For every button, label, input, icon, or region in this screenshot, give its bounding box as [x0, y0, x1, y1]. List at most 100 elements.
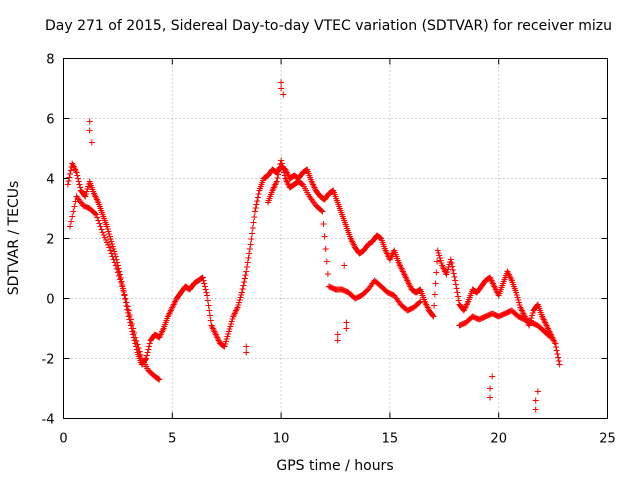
- data-point: [416, 299, 423, 306]
- data-point: [133, 338, 140, 344]
- data-point: [118, 280, 125, 286]
- data-point: [274, 175, 281, 181]
- data-point: [137, 352, 144, 358]
- x-tick-label: 10: [273, 432, 290, 447]
- data-point: [249, 230, 256, 237]
- data-point: [278, 160, 285, 167]
- data-point: [124, 303, 131, 310]
- data-point: [202, 286, 209, 293]
- data-point: [252, 205, 259, 211]
- data-point: [127, 316, 134, 323]
- data-point: [429, 312, 436, 319]
- data-point: [67, 223, 74, 230]
- data-point: [201, 280, 208, 287]
- data-point: [320, 221, 327, 227]
- data-point: [239, 286, 246, 292]
- data-point: [73, 169, 80, 176]
- data-point: [244, 264, 251, 270]
- data-point: [254, 194, 261, 201]
- x-tick-label: 20: [490, 432, 507, 447]
- data-point: [113, 266, 120, 272]
- data-point: [455, 297, 462, 304]
- data-point: [241, 279, 248, 285]
- data-point: [334, 337, 341, 344]
- data-point: [205, 302, 212, 309]
- data-point: [532, 397, 539, 404]
- data-point: [132, 334, 139, 341]
- data-point: [275, 171, 282, 178]
- data-point: [204, 292, 211, 299]
- data-point: [450, 270, 457, 277]
- data-point: [276, 164, 283, 171]
- data-point: [486, 394, 493, 401]
- data-point: [455, 293, 462, 300]
- data-point: [109, 253, 116, 260]
- data-point: [125, 307, 132, 314]
- data-point: [74, 172, 81, 179]
- data-point: [75, 178, 82, 185]
- data-point: [117, 276, 124, 283]
- data-point: [546, 333, 553, 340]
- data-point: [253, 201, 260, 208]
- data-point: [430, 313, 437, 320]
- data-point: [67, 171, 74, 177]
- data-point: [343, 325, 350, 332]
- y-tick-label: -4: [42, 413, 55, 428]
- data-point: [114, 269, 121, 276]
- y-axis-label: SDTVAR / TECUs: [6, 181, 22, 296]
- y-tick-label: 4: [46, 173, 54, 188]
- data-point: [242, 272, 249, 278]
- data-point: [447, 256, 454, 263]
- data-point: [206, 307, 213, 314]
- data-point: [93, 211, 100, 218]
- data-point: [281, 172, 288, 179]
- data-point: [65, 178, 72, 184]
- data-point: [143, 352, 150, 359]
- data-point: [199, 274, 206, 281]
- data-point: [251, 214, 258, 220]
- data-point: [248, 236, 255, 242]
- data-point: [431, 291, 438, 298]
- data-point: [249, 225, 256, 231]
- data-point: [76, 181, 83, 188]
- data-point: [323, 258, 330, 265]
- data-point: [280, 166, 287, 173]
- x-tick-label: 15: [382, 432, 399, 447]
- data-point: [70, 208, 77, 215]
- data-point: [144, 349, 151, 356]
- plot-frame: [63, 58, 608, 419]
- data-point: [68, 218, 75, 225]
- data-point: [434, 258, 441, 265]
- x-axis-label: GPS time / hours: [276, 458, 393, 474]
- data-point: [432, 280, 439, 287]
- data-point: [322, 246, 329, 252]
- data-point: [433, 269, 440, 276]
- data-point: [204, 297, 211, 304]
- data-point: [111, 259, 118, 266]
- tick-labels: 0 5 10 15 20 25 -4 -2 0 2 4 6 8: [42, 53, 616, 447]
- data-point: [240, 282, 247, 289]
- data-point: [278, 79, 285, 86]
- data-point: [453, 285, 460, 292]
- data-point: [417, 298, 424, 305]
- data-point: [69, 213, 76, 220]
- data-point: [130, 325, 137, 332]
- data-point: [244, 259, 251, 266]
- data-point: [66, 174, 73, 181]
- data-point: [554, 351, 561, 357]
- data-point: [241, 275, 248, 282]
- data-point: [238, 289, 245, 296]
- data-point: [200, 277, 207, 284]
- data-point: [207, 317, 214, 324]
- data-point: [318, 207, 325, 214]
- data-point: [203, 289, 210, 296]
- y-tick-label: 2: [46, 233, 54, 248]
- data-point: [108, 250, 115, 257]
- data-point: [95, 217, 102, 224]
- data-point: [121, 291, 128, 298]
- data-point: [553, 347, 560, 354]
- data-point: [532, 406, 539, 413]
- data-point: [106, 244, 113, 251]
- data-point: [247, 241, 254, 248]
